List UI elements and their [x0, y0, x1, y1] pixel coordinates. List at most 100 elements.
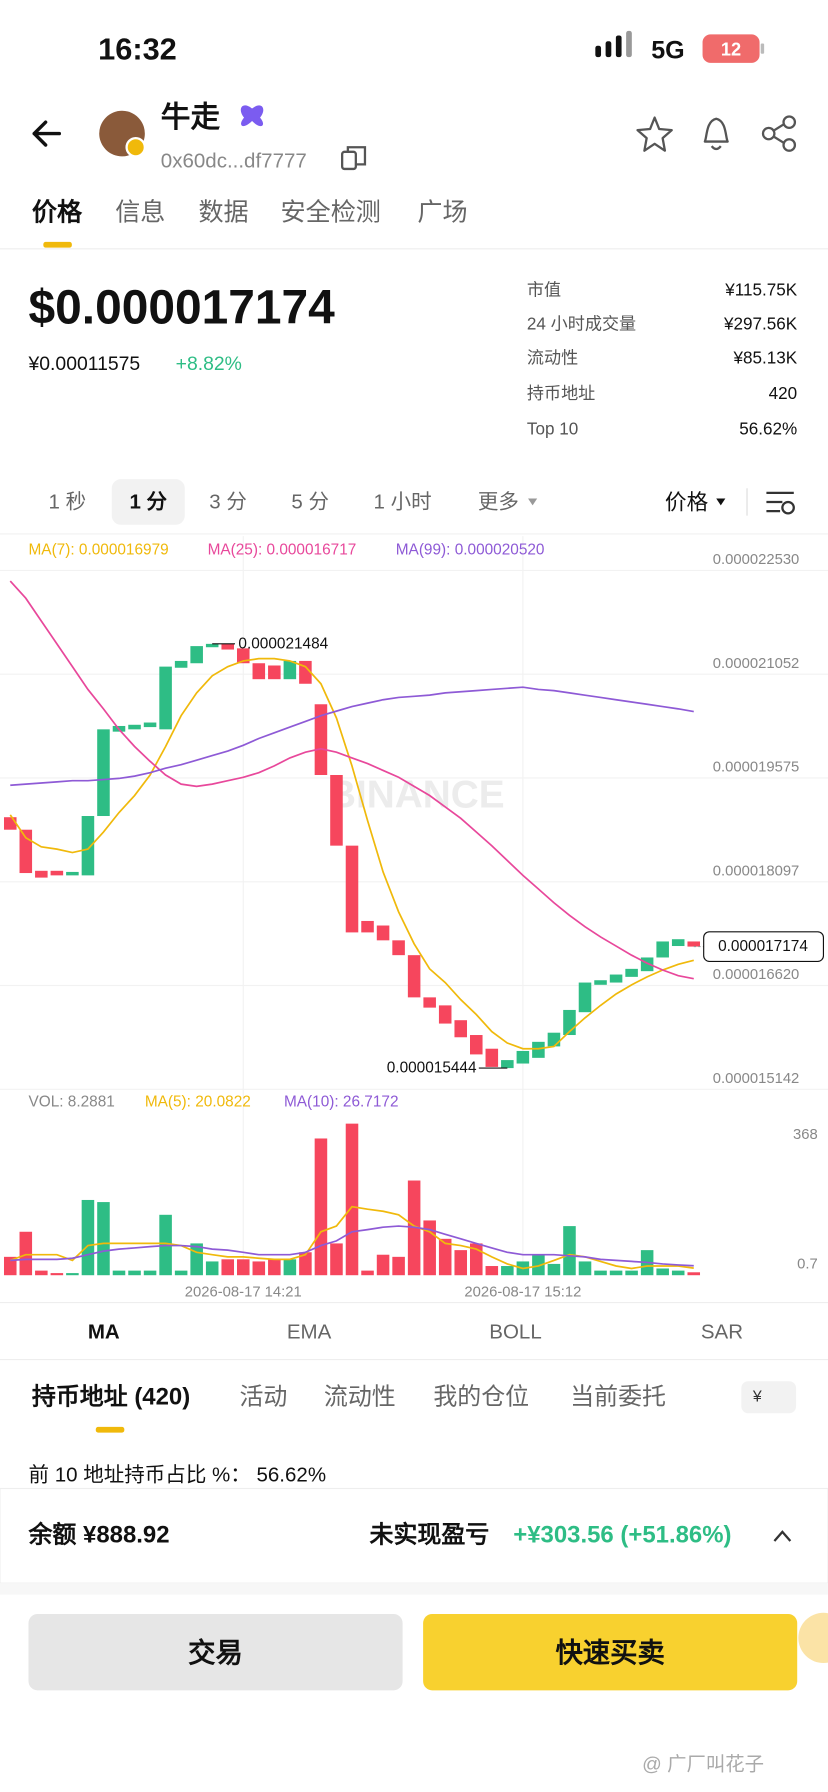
max-label: 0.000021484 [238, 635, 328, 652]
x-tick-label: 2026-08-17 15:12 [464, 1284, 581, 1300]
volume-bar [625, 1270, 638, 1276]
button-label[interactable]: 快速买卖 [555, 1637, 664, 1668]
signal-icon [595, 30, 632, 58]
chart-watermark: BINANCE [328, 774, 505, 817]
currency-label: ¥ [752, 1389, 762, 1406]
candle [314, 704, 328, 775]
candle [361, 920, 374, 933]
volume-bar [392, 1256, 405, 1276]
volume-bar [314, 1138, 328, 1276]
tab[interactable]: 数据 [198, 198, 248, 226]
volume-bar [190, 1243, 203, 1276]
volume-ma-legend: MA(5): 20.0822 [145, 1093, 251, 1110]
chart-settings-button[interactable] [766, 491, 795, 515]
interval-tab[interactable]: 1 小时 [374, 490, 432, 513]
token-name: 牛走 [161, 101, 221, 134]
y-tick-label: 0.000015142 [713, 1071, 799, 1087]
volume-bar [50, 1273, 64, 1276]
volume-bar [547, 1263, 561, 1276]
last-price-label: 0.000017174 [718, 938, 808, 955]
candle [252, 663, 266, 680]
expand-button[interactable] [773, 1530, 792, 1542]
indicator-tab[interactable]: BOLL [489, 1321, 541, 1344]
holder-tab[interactable]: 当前委托 [570, 1384, 666, 1411]
volume-bar [97, 1202, 110, 1276]
volume-bar [19, 1231, 33, 1276]
stat-value: 420 [769, 384, 798, 403]
candle [283, 660, 297, 680]
volume-bar [236, 1259, 250, 1276]
volume-bar [376, 1254, 390, 1276]
quick-trade-button[interactable] [423, 1613, 798, 1691]
stat-label: 24 小时成交量 [527, 315, 636, 334]
holder-tab[interactable]: 流动性 [324, 1384, 396, 1411]
stat-value: ¥85.13K [733, 349, 798, 368]
interval-tab[interactable]: 5 分 [291, 490, 329, 513]
interval-tab[interactable]: 3 分 [209, 490, 247, 513]
tab[interactable]: 安全检测 [281, 198, 381, 226]
indicator-tab[interactable]: SAR [701, 1321, 743, 1344]
volume-bar [299, 1252, 312, 1276]
battery-level: 12 [721, 39, 741, 60]
ma-line [9, 657, 694, 1050]
back-button[interactable] [32, 120, 62, 147]
candle [128, 724, 141, 730]
candle [656, 941, 669, 958]
tab-indicator [43, 241, 72, 248]
candle [205, 643, 219, 648]
volume-bar [438, 1238, 452, 1276]
favorite-button[interactable] [636, 116, 673, 152]
currency-toggle[interactable] [741, 1381, 797, 1414]
tab[interactable]: 广场 [417, 198, 467, 226]
ma-legend: MA(7): 0.000016979 [29, 541, 169, 558]
share-button[interactable] [761, 115, 797, 152]
trade-button[interactable] [28, 1613, 403, 1691]
holder-tab[interactable]: 我的仓位 [433, 1384, 529, 1411]
volume-bar [454, 1250, 468, 1276]
price-menu[interactable]: 价格 [665, 489, 709, 514]
alert-button[interactable] [703, 117, 729, 151]
status-network: 5G [651, 36, 684, 64]
candle [19, 829, 33, 874]
more-caret [528, 498, 538, 506]
volume-bar [361, 1270, 374, 1276]
interval-tab[interactable]: 更多 [478, 490, 519, 513]
holder-tab[interactable]: 持币地址 (420) [32, 1384, 190, 1411]
interval-tab[interactable]: 1 秒 [48, 490, 86, 513]
x-tick-label: 2026-08-17 14:21 [185, 1284, 302, 1300]
candle [174, 660, 188, 668]
top10-share: 前 10 地址持币占比 %： 56.62% [29, 1463, 327, 1486]
interval-active-bg [111, 479, 185, 525]
holder-tab[interactable]: 活动 [240, 1384, 288, 1411]
button-label[interactable]: 交易 [188, 1637, 243, 1668]
candle [454, 1020, 468, 1038]
candle [221, 643, 235, 650]
copy-button[interactable] [341, 146, 367, 171]
stat-value: 56.62% [739, 419, 797, 438]
stat-label: Top 10 [527, 419, 578, 438]
interval-tab[interactable]: 1 分 [129, 490, 167, 513]
candle [236, 648, 250, 664]
indicator-tab[interactable]: MA [88, 1321, 120, 1344]
separator [0, 1583, 828, 1595]
tab[interactable]: 价格 [32, 197, 83, 226]
candle [345, 845, 359, 933]
candle [376, 925, 390, 941]
volume-bar [128, 1270, 141, 1276]
candle [159, 666, 172, 730]
price-change: +8.82% [176, 353, 242, 375]
candle [516, 1050, 530, 1064]
stat-value: ¥297.56K [723, 315, 798, 334]
volume-bar [35, 1270, 48, 1276]
indicator-tab[interactable]: EMA [287, 1321, 332, 1344]
volume-bar [112, 1270, 126, 1276]
assistant-icon[interactable] [798, 1612, 828, 1663]
balance-bar [0, 1487, 828, 1584]
ma-legend: MA(25): 0.000016717 [208, 541, 357, 558]
candle [97, 729, 110, 817]
tab[interactable]: 信息 [115, 198, 165, 226]
volume-bar [66, 1273, 79, 1276]
candle [578, 982, 592, 1013]
candle [609, 974, 623, 983]
